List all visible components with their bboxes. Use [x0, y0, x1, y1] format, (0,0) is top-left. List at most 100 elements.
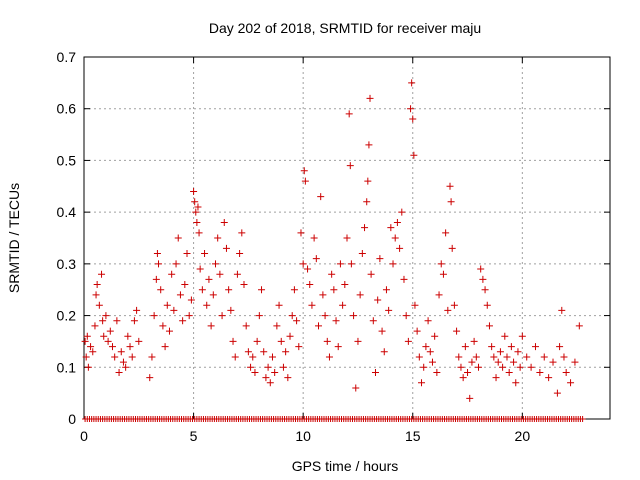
data-point: [249, 353, 257, 361]
data-point: [196, 265, 204, 273]
data-point: [562, 368, 570, 376]
y-tick-label: 0.6: [57, 101, 77, 117]
data-point: [321, 312, 329, 320]
data-point: [214, 234, 222, 242]
data-point: [304, 265, 312, 273]
data-point: [553, 389, 561, 397]
data-point: [325, 353, 333, 361]
data-point: [176, 291, 184, 299]
data-point: [124, 332, 132, 340]
data-point: [262, 374, 270, 382]
data-point: [352, 384, 360, 392]
data-point: [332, 317, 340, 325]
data-point: [150, 312, 158, 320]
data-point: [575, 322, 583, 330]
data-point: [512, 379, 520, 387]
data-point: [472, 353, 480, 361]
data-point: [87, 343, 95, 351]
data-point: [453, 327, 461, 335]
data-point: [212, 260, 219, 268]
data-point: [315, 322, 323, 330]
data-point: [102, 312, 110, 320]
data-point: [494, 358, 502, 366]
data-point: [422, 343, 430, 351]
data-point: [253, 337, 261, 345]
data-point: [336, 260, 344, 268]
data-point: [319, 291, 327, 299]
data-point: [536, 368, 544, 376]
data-point: [410, 151, 418, 159]
data-point: [371, 368, 379, 376]
data-point: [293, 317, 301, 325]
data-point: [155, 260, 163, 268]
data-point: [117, 348, 125, 356]
data-point: [81, 337, 89, 345]
data-point: [367, 270, 375, 278]
data-point: [260, 348, 268, 356]
data-point: [300, 167, 308, 175]
data-point: [192, 208, 200, 216]
data-point: [514, 348, 522, 356]
data-point: [466, 394, 474, 402]
data-point: [400, 275, 408, 283]
data-point: [328, 270, 336, 278]
data-point: [115, 368, 123, 376]
data-point: [418, 379, 426, 387]
data-point: [301, 177, 309, 185]
data-point: [203, 301, 211, 309]
data-point: [396, 244, 404, 252]
data-point: [130, 317, 138, 325]
data-point: [479, 275, 487, 283]
data-point: [95, 301, 103, 309]
data-point: [181, 281, 189, 289]
data-point: [229, 337, 237, 345]
data-point: [111, 353, 119, 361]
data-point: [288, 312, 296, 320]
data-point: [531, 343, 539, 351]
data-point: [279, 363, 287, 371]
data-point: [170, 306, 178, 314]
data-point: [404, 337, 412, 345]
data-point: [549, 358, 557, 366]
data-point: [413, 327, 421, 335]
data-point: [282, 348, 290, 356]
data-point: [146, 374, 154, 382]
data-point: [380, 348, 388, 356]
data-point: [490, 353, 498, 361]
data-point: [444, 306, 452, 314]
data-point: [295, 343, 303, 351]
data-point: [227, 306, 235, 314]
data-points: [81, 79, 583, 402]
data-point: [361, 224, 369, 232]
data-point: [358, 250, 366, 258]
data-point: [179, 317, 187, 325]
data-point: [481, 286, 489, 294]
data-point: [113, 317, 121, 325]
y-tick-label: 0: [68, 411, 76, 427]
data-point: [194, 203, 202, 211]
data-point: [99, 317, 107, 325]
data-point: [220, 218, 228, 226]
data-point: [174, 234, 182, 242]
y-tick-label: 0.5: [57, 152, 77, 168]
data-point: [193, 218, 201, 226]
data-point: [345, 110, 353, 118]
data-point: [447, 198, 455, 206]
data-point: [190, 187, 198, 195]
data-point: [93, 281, 101, 289]
data-point: [510, 358, 518, 366]
data-point: [306, 281, 314, 289]
data-point: [273, 322, 281, 330]
data-point: [446, 182, 454, 190]
data-point: [507, 343, 515, 351]
data-point: [225, 286, 233, 294]
data-point: [290, 286, 298, 294]
data-point: [560, 353, 568, 361]
data-point: [218, 312, 226, 320]
data-point: [527, 363, 535, 371]
data-point: [571, 358, 579, 366]
data-point: [492, 374, 500, 382]
data-point: [455, 353, 463, 361]
data-point: [317, 193, 325, 201]
